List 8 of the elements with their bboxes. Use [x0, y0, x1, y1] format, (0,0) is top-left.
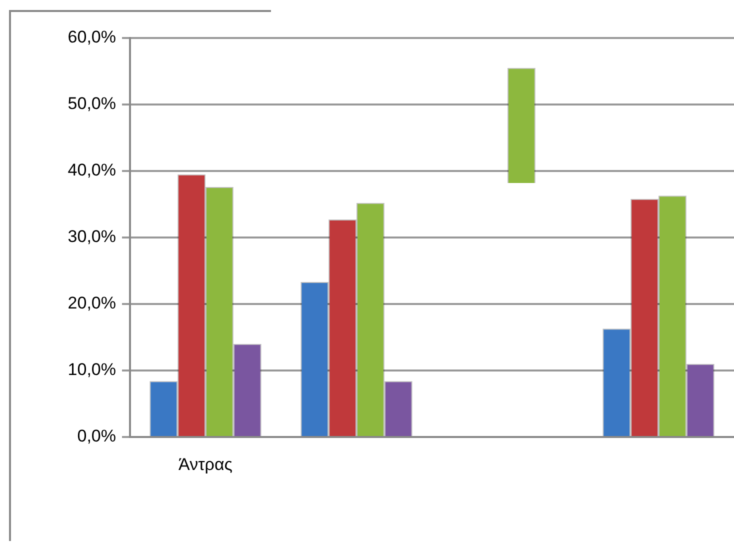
y-tick-label: 20,0%	[68, 294, 116, 313]
x-tick-label: Άντρας	[178, 454, 232, 474]
y-tick-label: 40,0%	[68, 160, 116, 180]
y-tick-label: 10,0%	[68, 360, 116, 380]
y-tick-label: 30,0%	[68, 227, 116, 246]
y-tick-label: 60,0%	[68, 28, 116, 47]
y-tick-label: 50,0%	[68, 94, 116, 114]
y-tick-label: 0,0%	[77, 426, 116, 446]
